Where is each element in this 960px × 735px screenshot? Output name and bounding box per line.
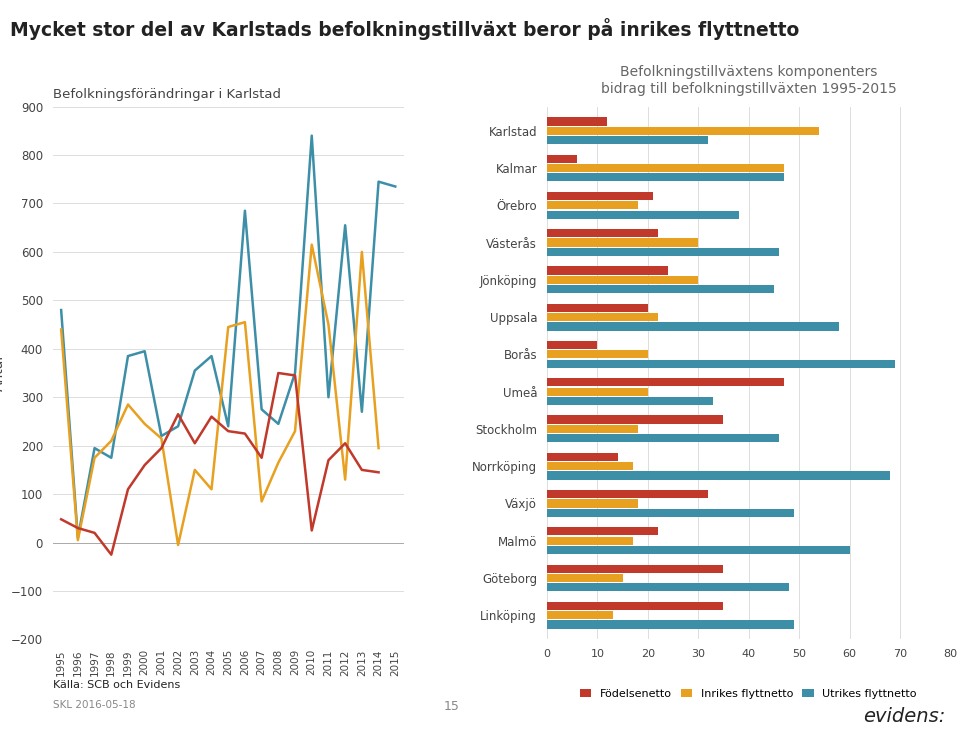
Bar (547, 136, 708, 144)
Bar (547, 509, 794, 517)
Text: Källa: SCB och Evidens: Källa: SCB och Evidens (53, 680, 180, 690)
Y-axis label: Antal: Antal (0, 355, 6, 391)
Bar (547, 453, 617, 461)
Bar (547, 313, 658, 321)
Title: Befolkningstillväxtens komponenters
bidrag till befolkningstillväxten 1995-2015: Befolkningstillväxtens komponenters bidr… (601, 65, 897, 96)
Bar (547, 118, 608, 126)
Bar (547, 351, 648, 359)
Text: evidens:: evidens: (863, 707, 946, 726)
Bar (547, 425, 637, 433)
Bar (547, 583, 789, 592)
Bar (547, 397, 713, 405)
Bar (547, 620, 794, 628)
Bar (547, 359, 895, 368)
Bar (547, 564, 724, 573)
Bar (547, 164, 784, 172)
Bar (547, 285, 774, 293)
Text: 15: 15 (444, 700, 459, 713)
Bar (547, 267, 668, 275)
Bar (547, 546, 850, 554)
Text: SKL 2016-05-18: SKL 2016-05-18 (53, 700, 135, 710)
Bar (547, 379, 784, 387)
Text: Mycket stor del av Karlstads befolkningstillväxt beror på inrikes flyttnetto: Mycket stor del av Karlstads befolknings… (10, 18, 799, 40)
Bar (547, 611, 612, 620)
Bar (547, 276, 698, 284)
Bar (547, 471, 890, 480)
Bar (547, 527, 658, 536)
Bar (547, 323, 839, 331)
Bar (547, 434, 779, 442)
Bar (547, 238, 698, 247)
Bar (547, 341, 597, 349)
Bar (547, 126, 819, 135)
Bar (547, 192, 653, 200)
Bar (547, 229, 658, 237)
Bar (547, 462, 633, 470)
Bar (547, 387, 648, 395)
Bar (547, 154, 577, 163)
Bar (547, 304, 648, 312)
Bar (547, 173, 784, 182)
Legend: Födelsenetto, Inrikes flyttnetto, Utrikes flyttnetto: Födelsenetto, Inrikes flyttnetto, Utrike… (576, 684, 922, 703)
Bar (547, 499, 637, 508)
Bar (547, 537, 633, 545)
Bar (547, 490, 708, 498)
Bar (547, 248, 779, 256)
Text: Befolkningsförändringar i Karlstad: Befolkningsförändringar i Karlstad (53, 88, 280, 101)
Bar (547, 201, 637, 209)
Bar (547, 210, 738, 219)
Bar (547, 574, 623, 582)
Bar (547, 415, 724, 423)
Bar (547, 602, 724, 610)
